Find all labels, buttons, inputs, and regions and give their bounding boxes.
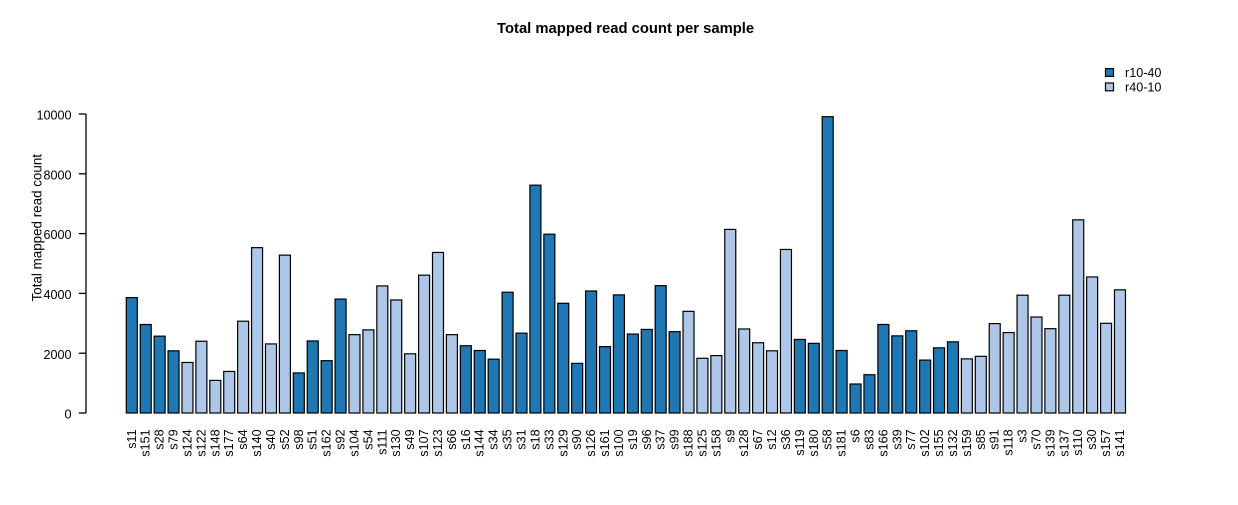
svg-text:s158: s158 [709,429,723,456]
svg-text:s54: s54 [361,429,375,449]
svg-text:s40: s40 [264,429,278,449]
svg-text:Total mapped read count per sa: Total mapped read count per sample [497,21,754,37]
svg-text:s122: s122 [194,429,208,456]
svg-text:s90: s90 [570,429,584,449]
svg-text:s31: s31 [515,429,529,449]
svg-text:s77: s77 [904,429,918,449]
svg-text:s125: s125 [695,429,709,456]
svg-text:2000: 2000 [43,348,71,362]
svg-text:s49: s49 [403,429,417,449]
svg-text:10000: 10000 [36,109,71,123]
svg-text:s132: s132 [946,429,960,456]
svg-text:s3: s3 [1016,429,1030,442]
svg-text:s128: s128 [737,429,751,456]
svg-text:Total mapped read count: Total mapped read count [30,154,45,302]
svg-text:s83: s83 [862,429,876,449]
svg-text:s123: s123 [431,429,445,456]
svg-text:s130: s130 [389,429,403,456]
svg-text:s99: s99 [668,429,682,449]
svg-text:s85: s85 [974,429,988,449]
svg-text:s92: s92 [334,429,348,449]
svg-text:s137: s137 [1057,429,1071,456]
svg-text:8000: 8000 [43,168,71,182]
svg-text:s126: s126 [584,429,598,456]
svg-text:0: 0 [64,408,71,422]
svg-text:s139: s139 [1043,429,1057,456]
svg-text:s162: s162 [320,429,334,456]
svg-text:s151: s151 [139,429,153,456]
svg-text:s180: s180 [807,429,821,456]
svg-text:s39: s39 [890,429,904,449]
svg-text:s159: s159 [960,429,974,456]
svg-text:s16: s16 [459,429,473,449]
svg-text:s70: s70 [1029,429,1043,449]
svg-text:s124: s124 [180,429,194,456]
svg-text:s12: s12 [765,429,779,449]
svg-text:r10-40: r10-40 [1125,66,1161,80]
svg-text:s18: s18 [528,429,542,449]
svg-text:s100: s100 [612,429,626,456]
svg-text:s91: s91 [988,429,1002,449]
svg-text:s181: s181 [835,429,849,456]
svg-text:r40-10: r40-10 [1125,80,1161,94]
svg-text:s19: s19 [626,429,640,449]
svg-text:s33: s33 [542,429,556,449]
svg-text:s64: s64 [236,429,250,449]
svg-text:s58: s58 [821,429,835,449]
svg-text:s161: s161 [598,429,612,456]
svg-text:s35: s35 [501,429,515,449]
svg-text:s144: s144 [473,429,487,456]
svg-text:s104: s104 [347,429,361,456]
svg-text:s111: s111 [375,429,389,454]
svg-text:s166: s166 [876,429,890,456]
svg-text:s110: s110 [1071,429,1085,455]
svg-text:s52: s52 [278,429,292,449]
svg-text:s96: s96 [640,429,654,449]
svg-text:s66: s66 [445,429,459,449]
svg-text:s107: s107 [417,429,431,456]
svg-text:s37: s37 [654,429,668,449]
svg-text:s79: s79 [167,429,181,449]
svg-text:s9: s9 [723,429,737,442]
svg-text:s129: s129 [556,429,570,456]
svg-text:4000: 4000 [43,288,71,302]
svg-text:s148: s148 [208,429,222,456]
svg-text:s141: s141 [1113,429,1127,456]
svg-text:s67: s67 [751,429,765,449]
svg-text:s119: s119 [793,429,807,455]
svg-text:s98: s98 [292,429,306,449]
svg-text:6000: 6000 [43,228,71,242]
svg-text:s102: s102 [918,429,932,456]
svg-text:s11: s11 [125,429,139,448]
svg-text:s6: s6 [849,429,863,442]
svg-text:s155: s155 [932,429,946,456]
svg-text:s30: s30 [1085,429,1099,449]
svg-text:s188: s188 [682,429,696,456]
svg-text:s140: s140 [250,429,264,456]
svg-text:s177: s177 [222,429,236,456]
svg-text:s157: s157 [1099,429,1113,456]
svg-text:s118: s118 [1002,429,1016,455]
svg-text:s34: s34 [487,429,501,449]
svg-text:s28: s28 [153,429,167,449]
svg-text:s51: s51 [306,429,320,449]
svg-text:s36: s36 [779,429,793,449]
